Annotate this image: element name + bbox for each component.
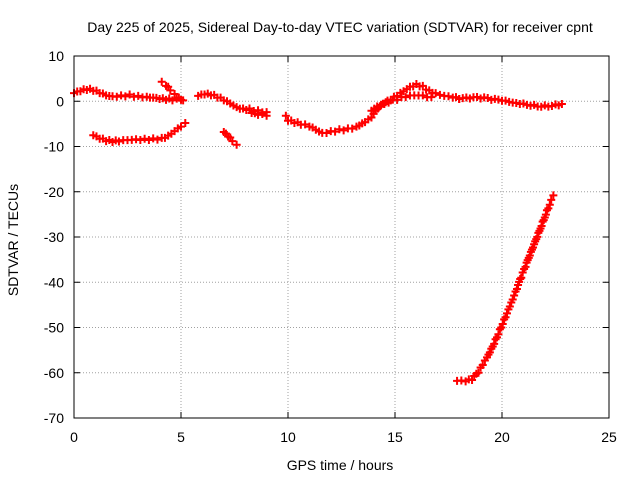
data-point xyxy=(517,273,526,282)
y-tick-label: 10 xyxy=(48,48,64,64)
data-point xyxy=(179,96,188,105)
data-point xyxy=(117,91,126,100)
data-point xyxy=(384,98,393,107)
data-point xyxy=(245,104,254,113)
data-point xyxy=(166,86,175,95)
data-point xyxy=(557,99,566,108)
data-point xyxy=(393,95,402,104)
data-point xyxy=(427,93,436,102)
data-point xyxy=(149,134,158,143)
y-axis-label: SDTVAR / TECUs xyxy=(5,184,21,296)
series-main-upper-arc xyxy=(70,84,185,105)
data-point xyxy=(545,200,554,209)
x-tick-label: 25 xyxy=(601,429,617,445)
data-point xyxy=(121,92,130,101)
data-point xyxy=(140,134,149,143)
series-arc-5-8 xyxy=(194,89,271,117)
data-point xyxy=(339,126,348,135)
data-point xyxy=(177,122,185,131)
series-arc-17-23 xyxy=(455,92,566,111)
x-tick-label: 20 xyxy=(494,429,510,445)
x-axis-label: GPS time / hours xyxy=(287,457,394,473)
data-point xyxy=(490,339,499,348)
data-point xyxy=(525,251,534,260)
data-point xyxy=(444,92,453,101)
y-tick-label: -60 xyxy=(44,365,64,381)
data-point xyxy=(174,93,183,102)
data-point xyxy=(258,109,267,118)
y-tick-label: -20 xyxy=(44,184,64,200)
data-point xyxy=(505,302,514,311)
data-point xyxy=(401,93,410,102)
data-point xyxy=(537,221,546,230)
series-arc-14-17-lower xyxy=(367,91,436,115)
data-point xyxy=(516,274,525,283)
series-arc-7 xyxy=(219,128,241,149)
axis-ticks: 0 5 10 15 20 25 -70 -60 -50 -40 -30 -20 -10 0 10 xyxy=(44,48,617,445)
series-arc-14-17 xyxy=(369,80,464,118)
x-tick-label: 5 xyxy=(177,429,185,445)
data-point xyxy=(431,89,440,98)
data-point xyxy=(494,330,503,339)
series-arc-8-9-lower xyxy=(247,109,271,120)
data-points xyxy=(70,77,566,386)
data-point xyxy=(521,262,530,271)
y-tick-label: -30 xyxy=(44,229,64,245)
data-point xyxy=(474,368,483,377)
data-point xyxy=(533,232,542,241)
data-point xyxy=(228,137,237,146)
data-point xyxy=(157,77,166,86)
data-point xyxy=(538,217,547,226)
data-point xyxy=(114,137,123,146)
data-point xyxy=(144,136,153,145)
x-tick-label: 15 xyxy=(387,429,403,445)
data-point xyxy=(478,361,487,370)
series-arc-10-13 xyxy=(281,111,376,137)
data-point xyxy=(170,90,179,99)
data-point xyxy=(232,140,241,149)
x-tick-label: 10 xyxy=(280,429,296,445)
data-point xyxy=(335,125,344,134)
data-point xyxy=(322,128,331,137)
series-diagonal-18-23 xyxy=(453,191,558,386)
data-point xyxy=(125,90,134,99)
chart-title: Day 225 of 2025, Sidereal Day-to-day VTE… xyxy=(87,19,593,35)
grid xyxy=(74,56,609,418)
data-point xyxy=(508,295,517,304)
series-arc-rising-4 xyxy=(157,77,188,105)
data-point xyxy=(136,135,145,144)
y-tick-label: -40 xyxy=(44,274,64,290)
data-point xyxy=(498,319,507,328)
data-point xyxy=(547,195,556,204)
data-point xyxy=(153,135,162,144)
y-tick-label: -10 xyxy=(44,139,64,155)
data-point xyxy=(418,91,427,100)
data-point xyxy=(549,191,558,200)
data-point xyxy=(281,111,290,120)
y-tick-label: -50 xyxy=(44,320,64,336)
data-point xyxy=(134,91,143,100)
data-point xyxy=(502,309,511,318)
data-point xyxy=(168,96,177,105)
x-tick-label: 0 xyxy=(70,429,78,445)
data-point xyxy=(331,127,340,136)
data-point xyxy=(512,285,521,294)
data-point xyxy=(501,313,510,322)
y-tick-label: -70 xyxy=(44,410,64,426)
data-point xyxy=(348,124,357,133)
data-point xyxy=(510,291,519,300)
y-tick-label: 0 xyxy=(56,93,64,109)
data-point xyxy=(181,118,190,127)
data-point xyxy=(301,120,310,129)
data-point xyxy=(262,111,271,120)
series-lower-arc-1-5 xyxy=(89,118,190,146)
data-point xyxy=(541,210,550,219)
data-point xyxy=(112,92,121,101)
